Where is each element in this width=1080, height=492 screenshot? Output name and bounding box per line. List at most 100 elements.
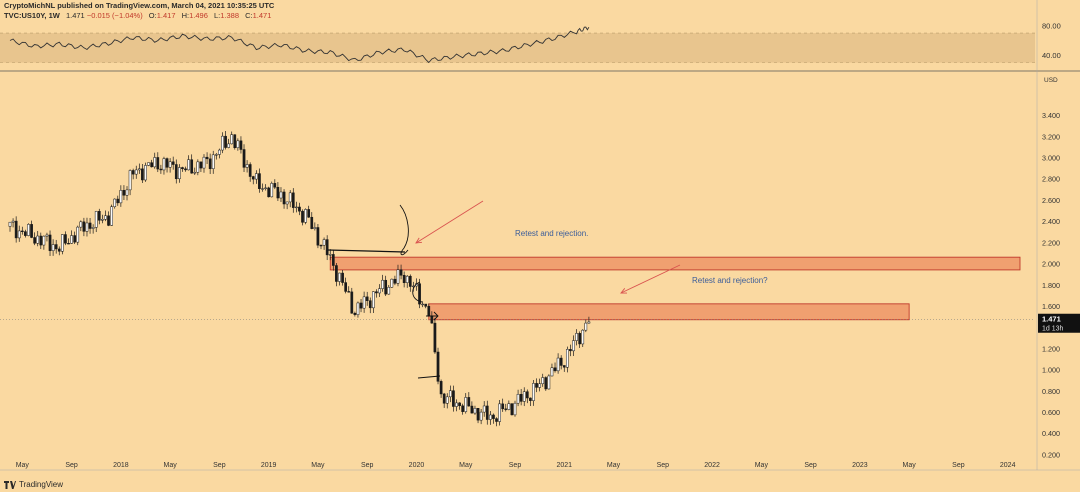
- candle-up: [91, 227, 95, 229]
- candle-up: [125, 189, 129, 196]
- candle-up: [36, 235, 40, 244]
- tradingview-logo-icon: [4, 480, 16, 489]
- publish-line: CryptoMichNL published on TradingView.co…: [4, 1, 764, 11]
- candle-down: [248, 164, 252, 177]
- time-tick-label: May: [755, 462, 769, 469]
- price-tick-label: 2.600: [1042, 196, 1060, 205]
- candle-up: [516, 394, 520, 404]
- countdown-label: 1d 13h: [1042, 326, 1064, 333]
- candle-down: [353, 312, 357, 315]
- rsi-line: [9, 26, 590, 64]
- candle-down: [439, 381, 443, 395]
- candle-down: [190, 159, 194, 174]
- candle-up: [94, 211, 98, 228]
- candle-up: [489, 414, 492, 420]
- candle-down: [418, 283, 421, 305]
- price-tick-label: 2.400: [1042, 217, 1060, 226]
- candle-up: [11, 220, 15, 223]
- candle-down: [467, 397, 471, 407]
- candle-up: [218, 149, 221, 155]
- time-tick-label: May: [16, 462, 30, 469]
- candle-up: [396, 269, 400, 284]
- candle-down: [174, 164, 178, 180]
- high-value: 1.496: [189, 11, 208, 20]
- candle-down: [562, 365, 566, 368]
- candle-down: [67, 243, 70, 245]
- candle-down: [350, 291, 354, 314]
- candle-down: [316, 227, 320, 246]
- candle-up: [264, 187, 267, 189]
- candle-down: [458, 402, 461, 407]
- price-tick-label: 3.200: [1042, 132, 1060, 141]
- price-tick-label: 3.400: [1042, 111, 1060, 120]
- candle-down: [150, 162, 153, 168]
- candle-down: [307, 209, 311, 218]
- candle-down: [529, 397, 532, 401]
- resistance-zone: [428, 303, 910, 321]
- price-axis[interactable]: USD 3.400 3.200 3.000 2.800 2.600 2.400 2.200 2.…: [1036, 0, 1080, 470]
- candle-down: [141, 168, 144, 181]
- candle-up: [45, 234, 49, 237]
- change-value: −0.015 (−1.04%): [86, 11, 143, 20]
- candle-up: [147, 162, 150, 166]
- price-tick-label: 0.200: [1042, 450, 1060, 459]
- candle-up: [445, 396, 449, 404]
- last-price-badge[interactable]: [1038, 313, 1080, 333]
- candle-down: [341, 272, 344, 283]
- candle-down: [233, 134, 237, 148]
- candle-up: [565, 349, 569, 368]
- candle-up: [137, 168, 141, 171]
- candle-up: [85, 222, 89, 232]
- candle-up: [101, 219, 104, 221]
- candle-down: [73, 235, 77, 243]
- candle-down: [569, 349, 572, 352]
- candle-up: [245, 164, 249, 168]
- tradingview-footer[interactable]: TradingView: [4, 480, 63, 489]
- candle-down: [30, 224, 33, 238]
- candle-up: [51, 244, 55, 251]
- candle-down: [408, 275, 412, 287]
- candle-down: [181, 167, 184, 170]
- candle-down: [485, 405, 489, 420]
- candle-up: [464, 397, 468, 412]
- candle-down: [267, 187, 271, 198]
- candle-up: [60, 234, 64, 252]
- candle-up: [304, 209, 307, 223]
- candle-up: [421, 303, 424, 306]
- candle-up: [507, 403, 511, 410]
- time-tick-label: May: [903, 462, 917, 469]
- candle-down: [276, 186, 280, 199]
- candle-down: [224, 135, 227, 148]
- candle-up: [236, 140, 240, 148]
- candle-up: [113, 198, 117, 207]
- rsi-tick-label: 40.00: [1042, 51, 1061, 60]
- candle-up: [79, 221, 83, 228]
- candle-up: [17, 230, 21, 239]
- candle-up: [70, 235, 73, 244]
- candle-up: [254, 173, 258, 180]
- candle-down: [525, 391, 529, 399]
- candle-up: [134, 169, 138, 175]
- candle-down: [510, 403, 514, 416]
- annotation-arrow: [620, 264, 681, 294]
- candle-down: [375, 291, 378, 294]
- symbol-label[interactable]: TVC:US10Y, 1W: [4, 11, 60, 20]
- candle-down: [251, 176, 255, 180]
- candle-down: [54, 244, 58, 250]
- candle-up: [587, 321, 591, 324]
- arrow-head: [620, 288, 628, 294]
- time-tick-label: May: [311, 462, 325, 469]
- candle-up: [522, 391, 526, 402]
- price-panel[interactable]: [0, 130, 1035, 427]
- price-tick-label: 0.800: [1042, 387, 1060, 396]
- candle-down: [64, 234, 67, 244]
- candle-up: [261, 188, 264, 190]
- candle-down: [208, 158, 212, 169]
- candle-down: [205, 156, 209, 160]
- time-axis[interactable]: May Sep 2018 May Sep 2019 May Sep 2020 May Sep 2021…: [0, 462, 1080, 471]
- candle-down: [88, 222, 92, 229]
- time-tick-label: Sep: [361, 462, 374, 469]
- candle-up: [119, 190, 123, 204]
- candle-down: [578, 333, 582, 345]
